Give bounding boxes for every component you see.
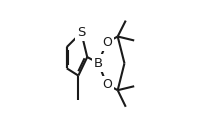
Text: B: B bbox=[94, 57, 103, 70]
Text: S: S bbox=[77, 26, 85, 39]
Text: O: O bbox=[102, 36, 112, 49]
Text: O: O bbox=[102, 78, 112, 91]
